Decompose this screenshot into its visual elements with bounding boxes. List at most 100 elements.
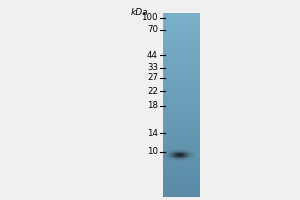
Bar <box>180 150 181 151</box>
Bar <box>169 153 170 154</box>
Bar <box>163 147 200 148</box>
Bar <box>163 68 200 69</box>
Bar <box>172 156 173 157</box>
Bar <box>180 155 181 156</box>
Bar <box>173 158 174 159</box>
Bar <box>181 151 182 152</box>
Bar <box>167 151 168 152</box>
Bar <box>163 92 200 93</box>
Bar <box>188 158 189 159</box>
Bar <box>180 160 181 161</box>
Bar <box>182 153 183 154</box>
Bar <box>163 115 200 116</box>
Bar <box>178 153 179 154</box>
Bar <box>172 150 173 151</box>
Bar <box>168 152 169 153</box>
Bar <box>163 17 200 18</box>
Bar <box>167 155 168 156</box>
Bar <box>163 131 200 132</box>
Bar <box>163 130 200 131</box>
Bar <box>187 154 188 155</box>
Bar <box>186 158 187 159</box>
Bar <box>178 152 179 153</box>
Bar <box>194 157 195 158</box>
Bar <box>176 151 177 152</box>
Bar <box>173 150 174 151</box>
Bar <box>182 154 183 155</box>
Bar <box>163 191 200 192</box>
Bar <box>183 150 184 151</box>
Bar <box>163 128 200 129</box>
Bar <box>163 88 200 89</box>
Bar <box>189 152 190 153</box>
Bar <box>186 154 187 155</box>
Bar <box>163 174 200 175</box>
Bar <box>190 153 191 154</box>
Bar <box>185 151 186 152</box>
Bar <box>179 159 180 160</box>
Bar <box>177 159 178 160</box>
Bar <box>163 37 200 38</box>
Bar <box>176 153 177 154</box>
Bar <box>195 156 196 157</box>
Bar <box>171 157 172 158</box>
Bar <box>163 67 200 68</box>
Bar <box>174 153 175 154</box>
Bar <box>163 156 164 157</box>
Bar <box>163 72 200 73</box>
Bar <box>194 155 195 156</box>
Bar <box>168 157 169 158</box>
Bar <box>171 154 172 155</box>
Bar <box>183 156 184 157</box>
Bar <box>163 27 200 28</box>
Text: 27: 27 <box>147 73 158 82</box>
Bar <box>181 160 182 161</box>
Bar <box>163 48 200 49</box>
Bar <box>178 154 179 155</box>
Bar <box>163 76 200 77</box>
Bar <box>172 155 173 156</box>
Bar <box>184 155 185 156</box>
Bar <box>182 150 183 151</box>
Bar <box>170 152 171 153</box>
Bar <box>163 97 200 98</box>
Bar <box>163 134 200 135</box>
Bar <box>172 153 173 154</box>
Bar <box>163 74 200 75</box>
Bar <box>167 158 168 159</box>
Bar <box>163 23 200 24</box>
Bar <box>163 179 200 180</box>
Bar <box>173 157 174 158</box>
Bar <box>163 29 200 30</box>
Bar <box>163 186 200 187</box>
Bar <box>163 192 200 193</box>
Bar <box>178 159 179 160</box>
Bar <box>163 158 200 159</box>
Bar <box>174 159 175 160</box>
Bar <box>172 158 173 159</box>
Bar <box>165 157 166 158</box>
Bar <box>182 158 183 159</box>
Bar <box>184 149 185 150</box>
Bar <box>163 103 200 104</box>
Bar <box>163 22 200 23</box>
Bar <box>163 32 200 33</box>
Bar <box>167 154 168 155</box>
Bar <box>163 84 200 85</box>
Bar <box>163 157 200 158</box>
Bar <box>184 151 185 152</box>
Bar <box>163 150 200 151</box>
Bar <box>193 157 194 158</box>
Bar <box>177 153 178 154</box>
Bar <box>163 118 200 119</box>
Bar <box>174 154 175 155</box>
Bar <box>184 157 185 158</box>
Bar <box>181 159 182 160</box>
Bar <box>188 159 189 160</box>
Bar <box>174 151 175 152</box>
Bar <box>163 127 200 128</box>
Bar <box>191 158 192 159</box>
Bar <box>184 159 185 160</box>
Bar <box>187 150 188 151</box>
Bar <box>163 55 200 56</box>
